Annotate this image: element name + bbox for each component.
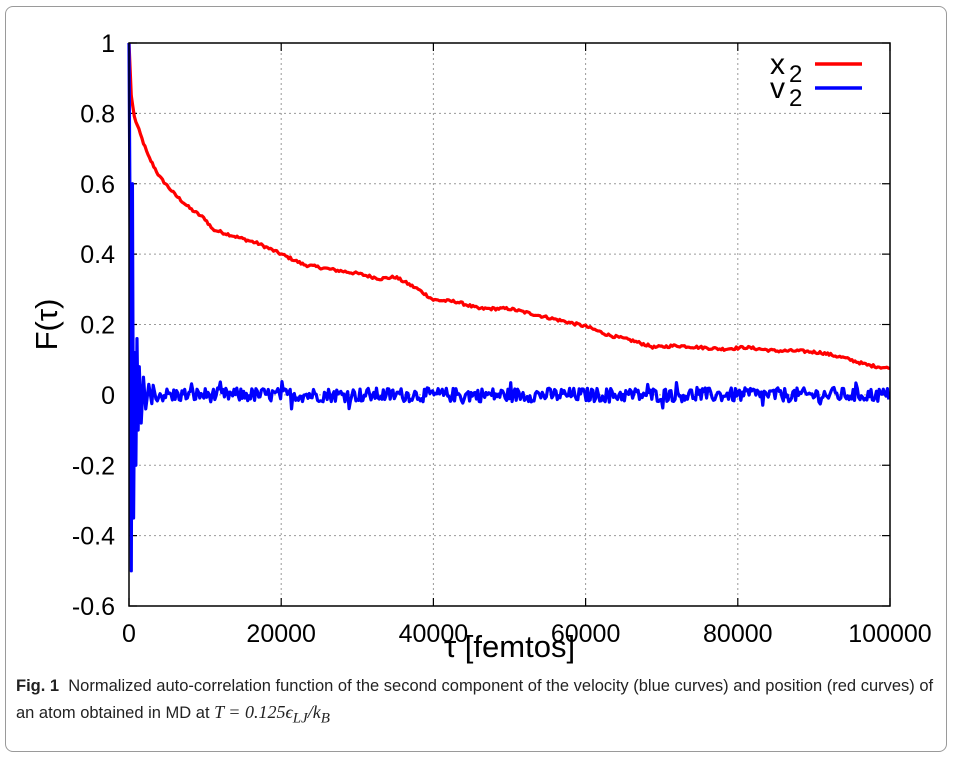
caption-text: Normalized auto-correlation function of … [16,677,934,722]
caption-figure-label: Fig. 1 [16,677,60,695]
y-tick-label: 1 [101,30,115,58]
x-tick-label: 60000 [551,620,621,648]
y-tick-label: 0.2 [80,312,115,340]
legend: x 2v 2 [770,48,862,112]
figure-caption: Fig. 1 Normalized auto-correlation funct… [16,673,936,732]
tick-labels: 0 20000 40000 60000 80000 100000 1 0.8 0.6 0.4 0.2… [72,30,932,648]
y-tick-label: 0.4 [80,241,115,269]
y-tick-label: 0.6 [80,171,115,199]
x-tick-label: 40000 [399,620,469,648]
line-chart: 0 20000 40000 60000 80000 100000 1 0.8 0.6 0.4 0.2… [29,30,932,664]
x-axis-title: τ [femtos] [444,629,575,664]
series-lines [127,42,891,573]
caption-math: T = 0.125ϵLJ/kB [214,702,330,727]
y-tick-label: -0.4 [72,523,115,551]
y-axis-title: F(τ) [29,299,64,351]
y-tick-label: 0.8 [80,100,115,128]
x-tick-label: 20000 [246,620,316,648]
y-tick-label: -0.2 [72,452,115,480]
x-tick-label: 0 [122,620,136,648]
x-tick-label: 100000 [848,620,931,648]
plot-area-frame [128,42,891,607]
series-line-x2 [127,42,891,371]
y-tick-label: -0.6 [72,593,115,621]
figure-frame [5,6,947,752]
y-tick-label: 0 [101,382,115,410]
x-tick-label: 80000 [703,620,773,648]
grid-lines [129,43,890,606]
series-line-v2 [127,42,891,573]
